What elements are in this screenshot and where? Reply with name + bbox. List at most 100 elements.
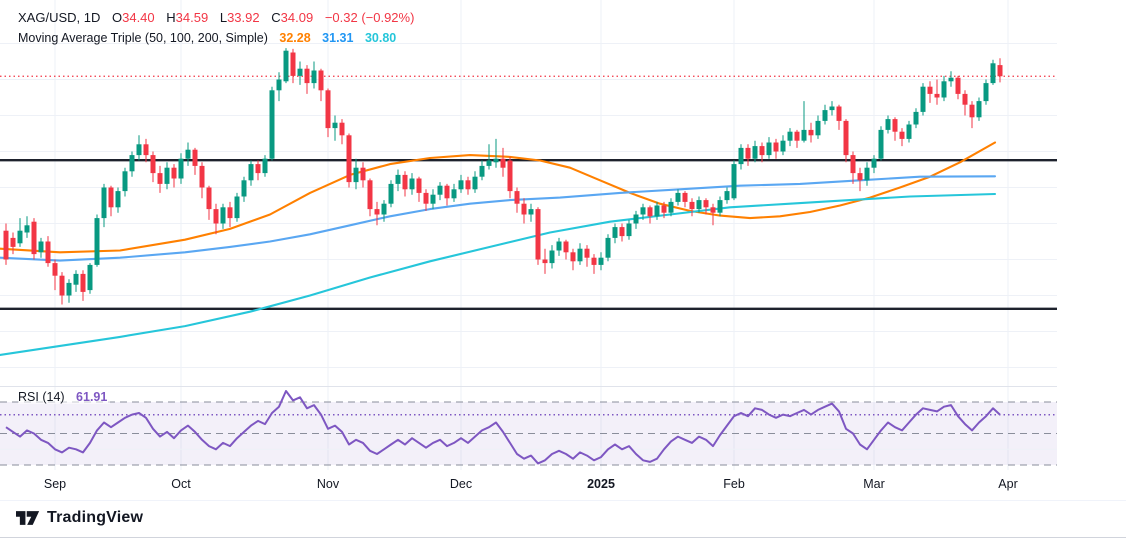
candle[interactable] — [297, 68, 303, 76]
candle[interactable] — [402, 174, 408, 190]
candle[interactable] — [283, 50, 289, 82]
candle[interactable] — [878, 129, 884, 159]
candle[interactable] — [164, 167, 170, 184]
candle[interactable] — [346, 135, 352, 183]
candle[interactable] — [486, 160, 492, 166]
candle[interactable] — [437, 185, 443, 195]
candle[interactable] — [143, 144, 149, 156]
candle[interactable] — [311, 70, 317, 84]
candle[interactable] — [787, 131, 793, 141]
candle[interactable] — [696, 200, 702, 210]
candle[interactable] — [892, 119, 898, 132]
candle[interactable] — [563, 241, 569, 253]
candle[interactable] — [171, 167, 177, 179]
candle[interactable] — [458, 180, 464, 190]
candle[interactable] — [584, 248, 590, 258]
candlesticks[interactable] — [3, 48, 1003, 305]
candle[interactable] — [927, 86, 933, 94]
candle[interactable] — [906, 124, 912, 139]
candle[interactable] — [45, 241, 51, 264]
candle[interactable] — [3, 230, 9, 260]
candle[interactable] — [52, 263, 58, 276]
candle[interactable] — [570, 252, 576, 262]
candle[interactable] — [290, 52, 296, 76]
candle[interactable] — [374, 209, 380, 215]
candle[interactable] — [794, 131, 800, 141]
candle[interactable] — [87, 264, 93, 291]
candle[interactable] — [59, 275, 65, 296]
candle[interactable] — [528, 209, 534, 215]
candle[interactable] — [815, 120, 821, 136]
candle[interactable] — [227, 207, 233, 219]
candle[interactable] — [850, 155, 856, 174]
candle[interactable] — [934, 93, 940, 98]
candle[interactable] — [367, 180, 373, 210]
candle[interactable] — [857, 173, 863, 181]
symbol-legend[interactable]: XAG/USD, 1D O34.40 H34.59 L33.92 C34.09 … — [18, 10, 414, 25]
candle[interactable] — [605, 237, 611, 258]
candle[interactable] — [150, 155, 156, 174]
rsi-title[interactable]: RSI — [18, 390, 39, 404]
candle[interactable] — [535, 209, 541, 260]
candle[interactable] — [808, 129, 814, 136]
ma-indicator-title[interactable]: Moving Average Triple (50, 100, 200, Sim… — [18, 31, 268, 45]
candle[interactable] — [199, 165, 205, 188]
candle[interactable] — [990, 63, 996, 84]
candle[interactable] — [24, 225, 30, 233]
candle[interactable] — [899, 131, 905, 139]
candle[interactable] — [493, 158, 499, 163]
candle[interactable] — [472, 176, 478, 190]
candle[interactable] — [801, 129, 807, 141]
candle[interactable] — [626, 223, 632, 237]
candle[interactable] — [591, 257, 597, 265]
candle[interactable] — [507, 160, 513, 192]
candle[interactable] — [766, 142, 772, 156]
candle[interactable] — [262, 158, 268, 174]
candle[interactable] — [108, 187, 114, 208]
candle[interactable] — [969, 104, 975, 118]
candle[interactable] — [675, 192, 681, 202]
time-axis[interactable]: Sep Oct Nov Dec 2025 Feb Mar Apr — [0, 470, 1126, 500]
candle[interactable] — [864, 167, 870, 181]
candle[interactable] — [423, 192, 429, 204]
candle[interactable] — [822, 110, 828, 121]
ma-line-50[interactable] — [0, 141, 997, 254]
candle[interactable] — [122, 171, 128, 192]
candle[interactable] — [997, 65, 1003, 77]
candle[interactable] — [220, 207, 226, 224]
candle[interactable] — [451, 189, 457, 199]
candle[interactable] — [633, 214, 639, 224]
candle[interactable] — [353, 167, 359, 183]
tradingview-logo[interactable]: TradingView — [16, 509, 143, 527]
candle[interactable] — [136, 144, 142, 156]
candle[interactable] — [248, 164, 254, 181]
candle[interactable] — [710, 207, 716, 213]
candle[interactable] — [843, 120, 849, 156]
price-axis[interactable]: 35.0033.0030.0029.0028.0027.0026.0040.00… — [1057, 0, 1126, 470]
candle[interactable] — [94, 218, 100, 265]
candle[interactable] — [920, 86, 926, 112]
candle[interactable] — [780, 140, 786, 152]
ma-indicator-legend[interactable]: Moving Average Triple (50, 100, 200, Sim… — [18, 31, 396, 45]
candle[interactable] — [829, 106, 835, 111]
candle[interactable] — [381, 203, 387, 215]
candle[interactable] — [948, 77, 954, 82]
candle[interactable] — [836, 106, 842, 121]
rsi-line[interactable] — [5, 390, 1001, 465]
candle[interactable] — [871, 158, 877, 168]
candle[interactable] — [661, 205, 667, 213]
candle[interactable] — [31, 221, 37, 255]
candle[interactable] — [500, 158, 506, 168]
candle[interactable] — [976, 101, 982, 118]
candle[interactable] — [598, 257, 604, 265]
rsi-indicator-legend[interactable]: RSI (14) 61.91 — [18, 390, 111, 404]
main-price-pane[interactable] — [0, 0, 1057, 386]
candle[interactable] — [178, 158, 184, 179]
candle[interactable] — [80, 273, 86, 292]
candle[interactable] — [612, 227, 618, 238]
candle[interactable] — [192, 149, 198, 166]
candle[interactable] — [549, 250, 555, 264]
candle[interactable] — [66, 282, 72, 296]
candle[interactable] — [395, 174, 401, 184]
